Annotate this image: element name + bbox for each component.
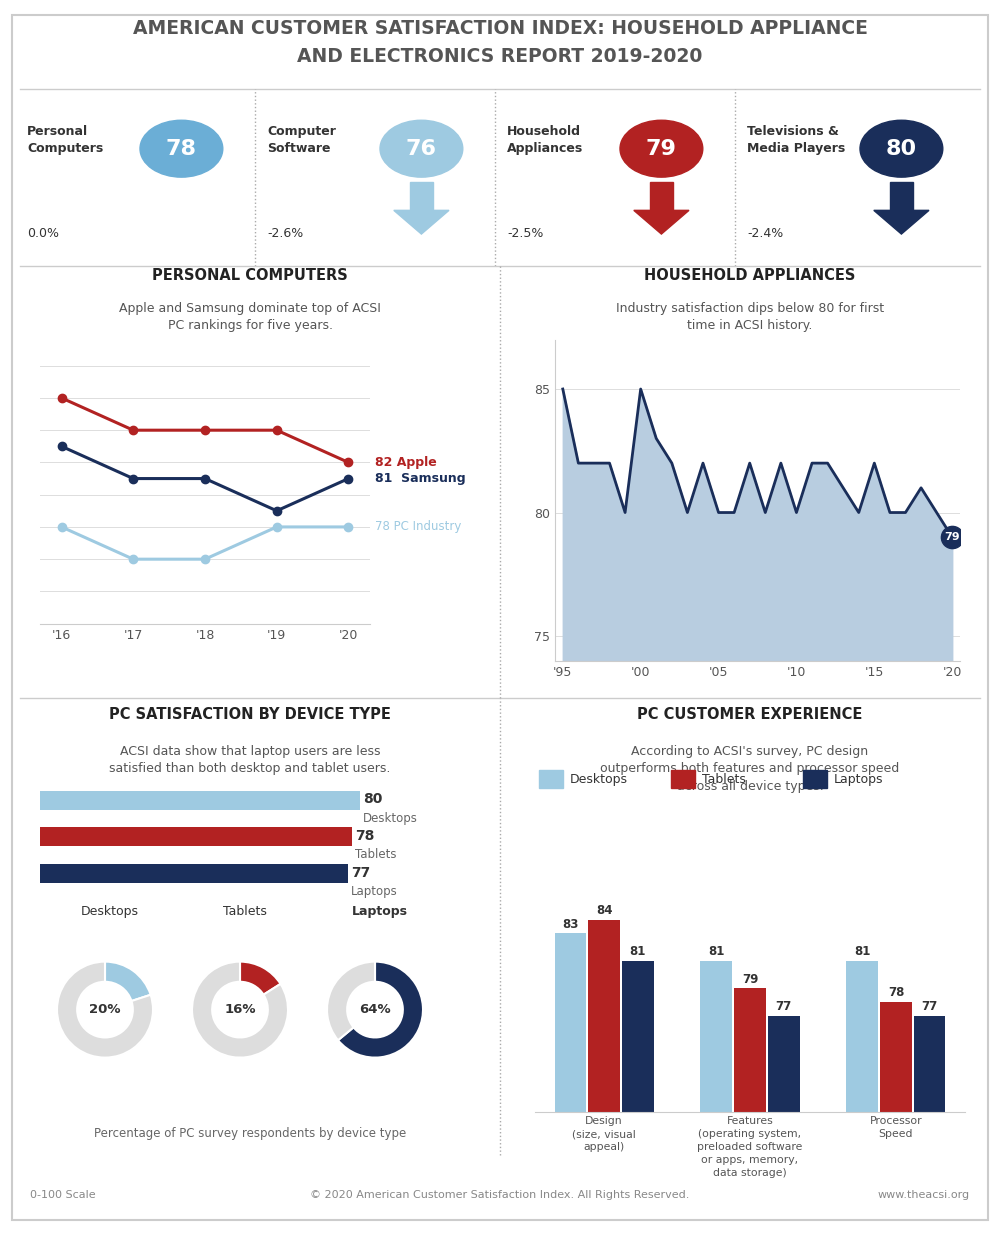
Bar xyxy=(914,1015,945,1235)
Bar xyxy=(890,182,913,210)
Text: 78: 78 xyxy=(355,829,375,844)
Circle shape xyxy=(620,120,703,177)
Bar xyxy=(410,182,433,210)
Bar xyxy=(650,182,673,210)
Text: 77: 77 xyxy=(775,1000,792,1013)
Text: PC CUSTOMER EXPERIENCE: PC CUSTOMER EXPERIENCE xyxy=(637,708,863,722)
Text: 0.0%: 0.0% xyxy=(27,227,59,241)
Text: Laptops: Laptops xyxy=(351,885,398,898)
Text: Computer
Software: Computer Software xyxy=(267,125,336,154)
Text: www.theacsi.org: www.theacsi.org xyxy=(878,1191,970,1200)
Bar xyxy=(846,961,878,1235)
Text: 78: 78 xyxy=(166,138,197,158)
Text: According to ACSI's survey, PC design
outperforms both features and processor sp: According to ACSI's survey, PC design ou… xyxy=(600,745,900,793)
Text: Laptops: Laptops xyxy=(834,773,883,785)
Text: HOUSEHOLD APPLIANCES: HOUSEHOLD APPLIANCES xyxy=(644,268,856,283)
Text: Personal
Computers: Personal Computers xyxy=(27,125,104,154)
Text: 84: 84 xyxy=(596,904,612,918)
Bar xyxy=(768,1015,800,1235)
Wedge shape xyxy=(338,962,423,1057)
Text: 79: 79 xyxy=(646,138,677,158)
Text: ACSI data show that laptop users are less
satisfied than both desktop and tablet: ACSI data show that laptop users are les… xyxy=(109,745,391,776)
Text: Household
Appliances: Household Appliances xyxy=(507,125,584,154)
Bar xyxy=(40,790,360,810)
Bar xyxy=(700,961,732,1235)
Bar xyxy=(40,827,352,846)
Circle shape xyxy=(860,120,943,177)
Wedge shape xyxy=(240,962,281,994)
Text: 20%: 20% xyxy=(89,1003,121,1016)
Bar xyxy=(880,1002,912,1235)
Text: 80: 80 xyxy=(886,138,917,158)
Text: PC SATISFACTION BY DEVICE TYPE: PC SATISFACTION BY DEVICE TYPE xyxy=(109,708,391,722)
Text: AMERICAN CUSTOMER SATISFACTION INDEX: HOUSEHOLD APPLIANCE
AND ELECTRONICS REPORT: AMERICAN CUSTOMER SATISFACTION INDEX: HO… xyxy=(133,20,867,67)
Text: Desktops: Desktops xyxy=(363,811,418,825)
Text: 81: 81 xyxy=(854,945,871,958)
Bar xyxy=(40,863,348,883)
Text: Industry satisfaction dips below 80 for first
time in ACSI history.: Industry satisfaction dips below 80 for … xyxy=(616,301,884,332)
Text: 78 PC Industry: 78 PC Industry xyxy=(375,520,461,534)
Text: 80: 80 xyxy=(363,793,383,806)
Circle shape xyxy=(380,120,463,177)
Wedge shape xyxy=(327,962,375,1040)
Bar xyxy=(803,771,827,788)
Text: Laptops: Laptops xyxy=(352,905,408,918)
Text: 82 Apple: 82 Apple xyxy=(375,456,437,469)
Text: Apple and Samsung dominate top of ACSI
PC rankings for five years.: Apple and Samsung dominate top of ACSI P… xyxy=(119,301,381,332)
Bar xyxy=(588,920,620,1235)
Text: 16%: 16% xyxy=(224,1003,256,1016)
Bar xyxy=(539,771,563,788)
Text: -2.6%: -2.6% xyxy=(267,227,304,241)
Text: 78: 78 xyxy=(888,987,904,999)
Text: 0-100 Scale: 0-100 Scale xyxy=(30,1191,96,1200)
Text: 77: 77 xyxy=(921,1000,938,1013)
Wedge shape xyxy=(105,962,151,1002)
Circle shape xyxy=(140,120,223,177)
Text: Desktops: Desktops xyxy=(570,773,628,785)
Text: -2.5%: -2.5% xyxy=(507,227,544,241)
Text: 81  Samsung: 81 Samsung xyxy=(375,472,466,485)
Polygon shape xyxy=(874,210,929,235)
Bar xyxy=(555,934,586,1235)
Text: 77: 77 xyxy=(351,866,370,879)
Wedge shape xyxy=(57,962,153,1057)
Text: 79: 79 xyxy=(742,972,758,986)
Text: 79: 79 xyxy=(944,532,960,542)
Bar xyxy=(671,771,695,788)
Text: Tablets: Tablets xyxy=(702,773,745,785)
Text: Percentage of PC survey respondents by device type: Percentage of PC survey respondents by d… xyxy=(94,1126,406,1140)
Text: 64%: 64% xyxy=(359,1003,391,1016)
Text: Tablets: Tablets xyxy=(223,905,267,918)
Polygon shape xyxy=(394,210,449,235)
Text: 81: 81 xyxy=(708,945,725,958)
Text: -2.4%: -2.4% xyxy=(747,227,784,241)
Polygon shape xyxy=(634,210,689,235)
Bar xyxy=(622,961,654,1235)
Text: 76: 76 xyxy=(406,138,437,158)
Text: Desktops: Desktops xyxy=(81,905,139,918)
Text: 81: 81 xyxy=(629,945,646,958)
Bar xyxy=(734,988,766,1235)
Text: 83: 83 xyxy=(562,918,579,931)
Text: PERSONAL COMPUTERS: PERSONAL COMPUTERS xyxy=(152,268,348,283)
Text: © 2020 American Customer Satisfaction Index. All Rights Reserved.: © 2020 American Customer Satisfaction In… xyxy=(310,1191,690,1200)
Text: Tablets: Tablets xyxy=(355,848,397,862)
Text: Televisions &
Media Players: Televisions & Media Players xyxy=(747,125,846,154)
Wedge shape xyxy=(192,962,288,1057)
